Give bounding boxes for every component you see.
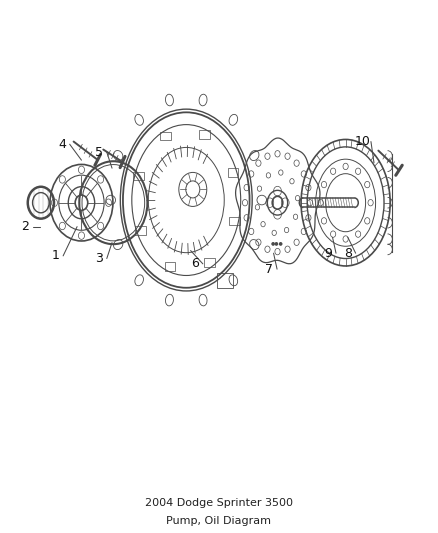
Text: 7: 7	[265, 263, 273, 276]
Text: Pump, Oil Diagram: Pump, Oil Diagram	[166, 515, 272, 526]
Text: 9: 9	[324, 247, 332, 260]
Bar	[217, 273, 233, 288]
Text: 8: 8	[344, 247, 352, 260]
Text: 2: 2	[21, 220, 28, 233]
Text: 3: 3	[95, 252, 103, 265]
Text: 2004 Dodge Sprinter 3500: 2004 Dodge Sprinter 3500	[145, 498, 293, 508]
Text: 5: 5	[95, 146, 103, 159]
Text: 1: 1	[51, 249, 59, 262]
Text: 6: 6	[191, 257, 199, 270]
Text: 4: 4	[58, 138, 66, 151]
Text: ●●●: ●●●	[271, 240, 284, 245]
Text: 10: 10	[355, 135, 371, 148]
